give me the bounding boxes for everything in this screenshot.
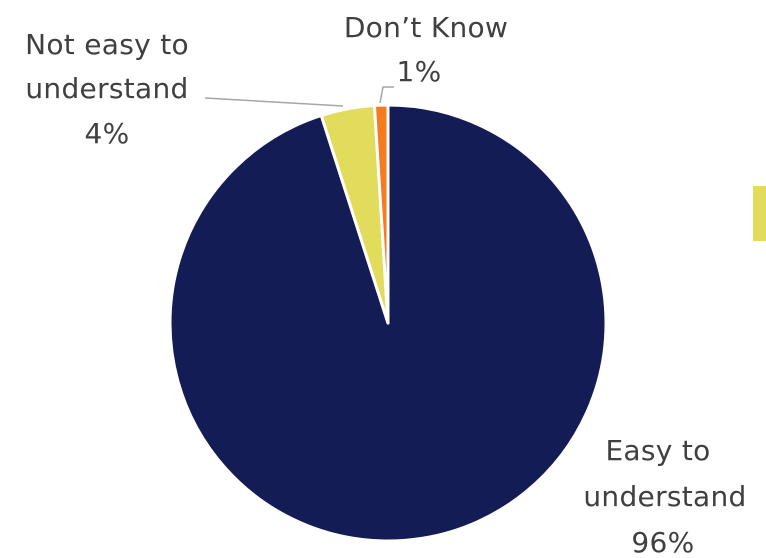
- legend-swatch-not-easy: [753, 186, 766, 241]
- leader-lines: [204, 86, 394, 107]
- value-dont-know: 1%: [396, 55, 441, 88]
- label-dont-know: Don’t Know: [344, 11, 508, 44]
- slice-dont-know: [372, 103, 390, 325]
- leader-line-dont-know: [379, 86, 394, 104]
- leader-line-not-easy: [204, 97, 344, 107]
- label-not-easy-line1: Not easy to: [25, 28, 189, 61]
- value-easy: 96%: [631, 526, 694, 558]
- label-not-easy-line2: understand: [25, 72, 188, 105]
- label-easy-line1: Easy to: [605, 434, 710, 467]
- pie-slices: [168, 103, 608, 543]
- value-not-easy: 4%: [84, 117, 129, 150]
- label-easy-line2: understand: [583, 480, 746, 513]
